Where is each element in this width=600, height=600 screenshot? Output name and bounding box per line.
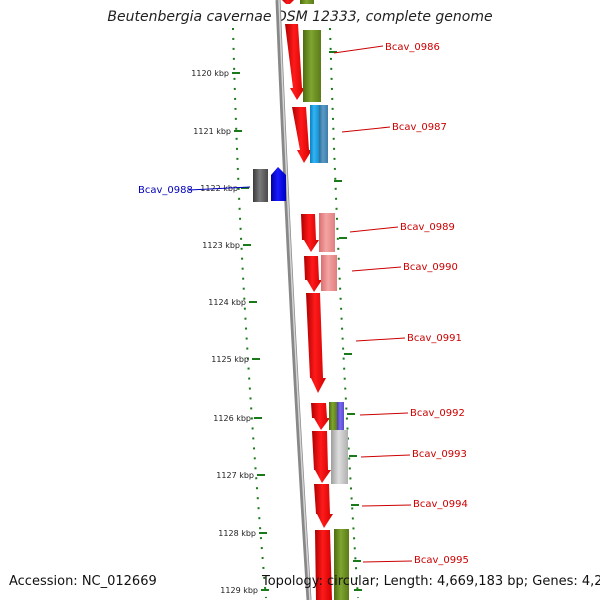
gene-label-bcav-0989[interactable]: Bcav_0989 xyxy=(400,222,455,233)
topology-text: Topology: circular; Length: 4,669,183 bp… xyxy=(262,574,600,589)
leader-bcav-0989 xyxy=(349,226,399,233)
leader-bcav-0986 xyxy=(333,45,384,54)
category-bcav-0993 xyxy=(331,430,348,484)
cds-bcav-0987 xyxy=(292,107,312,163)
cds-bcav-0994 xyxy=(314,484,333,528)
genome-title: Beutenbergia cavernae DSM 12333, complet… xyxy=(107,9,493,25)
gene-label-bcav-0991[interactable]: Bcav_0991 xyxy=(407,333,462,344)
tick-label: 1126 kbp xyxy=(213,414,251,423)
category-bcav-0987-b xyxy=(319,105,328,163)
tick-label: 1121 kbp xyxy=(193,127,231,136)
cds-bcav-0995 xyxy=(315,530,332,600)
accession-text: Accession: NC_012669 xyxy=(9,574,157,589)
tick-label: 1124 kbp xyxy=(208,298,246,307)
leader-bcav-0994 xyxy=(361,504,412,507)
tick-label: 1128 kbp xyxy=(218,529,256,538)
category-partial-top xyxy=(300,0,314,4)
category-bcav-0990 xyxy=(321,255,337,291)
category-bcav-0992-a xyxy=(329,402,337,430)
gene-label-bcav-0986[interactable]: Bcav_0986 xyxy=(385,42,440,53)
gene-label-bcav-0990[interactable]: Bcav_0990 xyxy=(403,262,458,273)
genome-backbone xyxy=(275,0,312,600)
leader-bcav-0992 xyxy=(359,412,409,416)
leader-bcav-0987 xyxy=(341,126,391,133)
gene-labels: Bcav_0986 Bcav_0987 Bcav_0988 Bcav_0989 … xyxy=(138,42,469,566)
cds-bcav-0992 xyxy=(311,403,330,430)
cds-bcav-0990 xyxy=(304,256,322,292)
gene-label-bcav-0987[interactable]: Bcav_0987 xyxy=(392,122,447,133)
category-bcav-0987-a xyxy=(310,105,319,163)
leader-bcav-0988 xyxy=(188,186,251,191)
cds-bcav-0991 xyxy=(306,293,326,393)
category-bcav-0988 xyxy=(253,169,268,202)
leader-bcav-0991 xyxy=(355,337,406,342)
cds-bcav-0988 xyxy=(271,167,286,201)
leader-bcav-0993 xyxy=(360,454,411,458)
tick-label: 1129 kbp xyxy=(220,586,258,595)
gene-label-bcav-0992[interactable]: Bcav_0992 xyxy=(410,408,465,419)
tick-label: 1127 kbp xyxy=(216,471,254,480)
cds-bcav-0989 xyxy=(301,214,319,252)
gene-label-bcav-0994[interactable]: Bcav_0994 xyxy=(413,499,468,510)
tick-label: 1125 kbp xyxy=(211,355,249,364)
category-bcav-0986 xyxy=(303,30,321,102)
cds-bcav-0986 xyxy=(285,24,305,100)
cds-bcav-0993 xyxy=(312,431,331,483)
category-bcav-0989 xyxy=(319,213,335,252)
left-dotted-track xyxy=(232,27,267,599)
gene-label-bcav-0993[interactable]: Bcav_0993 xyxy=(412,449,467,460)
leader-bcav-0995 xyxy=(362,560,413,563)
tick-label: 1120 kbp xyxy=(191,69,229,78)
right-dotted-track xyxy=(329,27,359,599)
genome-backbone-highlight xyxy=(278,0,311,600)
category-bcav-0995 xyxy=(334,529,349,600)
gene-features xyxy=(253,0,349,600)
cds-partial-top xyxy=(282,0,294,4)
tick-label: 1123 kbp xyxy=(202,241,240,250)
leader-bcav-0990 xyxy=(351,266,402,272)
gene-label-bcav-0988[interactable]: Bcav_0988 xyxy=(138,185,193,196)
gene-label-bcav-0995[interactable]: Bcav_0995 xyxy=(414,555,469,566)
category-bcav-0992-b xyxy=(337,402,344,430)
